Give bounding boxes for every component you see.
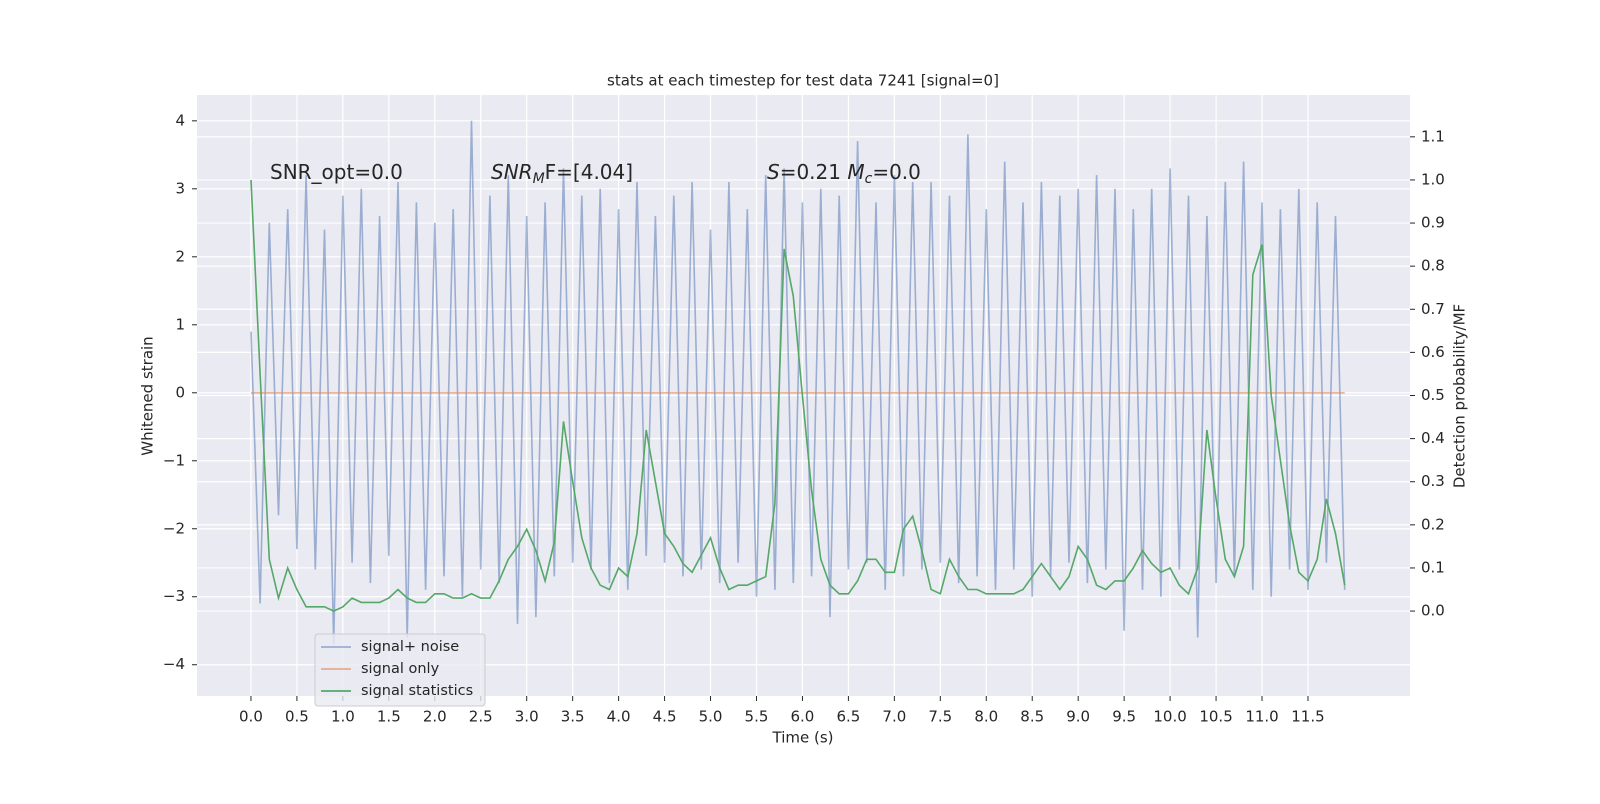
annotation-part: M <box>533 171 545 187</box>
x-tick-label: 9.0 <box>1066 708 1090 726</box>
axes: 0.0 0.5 1.0 1.5 2.0 2.5 3.0 3.5 4.0 4.5 5.0 5.5 6.0 6… <box>163 111 1445 725</box>
annotation-part: =0.0 <box>872 160 921 184</box>
x-tick-label: 3.0 <box>515 708 539 726</box>
x-tick-label: 1.0 <box>331 708 355 726</box>
legend-label: signal+ noise <box>361 639 459 655</box>
y-tick-label: 2 <box>175 247 185 265</box>
y-tick-label: −1 <box>163 451 185 469</box>
y2-tick-label: 0.9 <box>1421 214 1445 232</box>
x-tick-label: 11.0 <box>1245 708 1278 726</box>
y-tick-label: 0 <box>175 383 185 401</box>
annotation-part: M <box>847 160 864 184</box>
legend: signal+ noise signal only signal statistic… <box>314 633 486 707</box>
x-tick-label: 2.0 <box>423 708 447 726</box>
annotation: S=0.21 Mc=0.0 <box>767 160 921 188</box>
y2-tick-label: 0.6 <box>1421 343 1445 361</box>
y2-tick-label: 0.5 <box>1421 386 1445 404</box>
annotation-part: =0.21 <box>780 160 848 184</box>
x-tick-label: 10.0 <box>1153 708 1186 726</box>
x-tick-label: 6.0 <box>791 708 815 726</box>
y2-axis-label: Detection probability/MF <box>1451 304 1469 488</box>
x-tick-label: 10.5 <box>1199 708 1232 726</box>
legend-label: signal only <box>361 661 440 677</box>
y2-tick-label: 0.4 <box>1421 429 1445 447</box>
chart-title: stats at each timestep for test data 724… <box>607 72 999 90</box>
x-tick-label: 0.5 <box>285 708 309 726</box>
x-tick-label: 11.5 <box>1291 708 1324 726</box>
annotation: SNR_opt=0.0 <box>270 160 403 184</box>
legend-label: signal statistics <box>361 683 473 699</box>
y2-tick-label: 0.8 <box>1421 257 1445 275</box>
y2-tick-label: 1.0 <box>1421 170 1445 188</box>
y2-tick-label: 0.7 <box>1421 300 1445 318</box>
y2-tick-label: 0.2 <box>1421 515 1445 533</box>
x-tick-label: 7.0 <box>882 708 906 726</box>
annotation-part: SNR_opt=0.0 <box>270 160 403 184</box>
y-axis-label: Whitened strain <box>139 336 157 455</box>
x-tick-label: 5.5 <box>745 708 769 726</box>
annotation-part: SNR <box>491 160 533 184</box>
x-tick-label: 0.0 <box>239 708 263 726</box>
x-tick-label: 7.5 <box>928 708 952 726</box>
x-tick-label: 6.5 <box>836 708 860 726</box>
y-tick-label: −3 <box>163 587 185 605</box>
x-tick-label: 4.0 <box>607 708 631 726</box>
annotation-part: F=[4.04] <box>545 160 633 184</box>
x-tick-label: 1.5 <box>377 708 401 726</box>
y2-tick-label: 0.0 <box>1421 602 1445 620</box>
x-axis-label: Time (s) <box>772 729 834 747</box>
series-line <box>250 179 1346 612</box>
x-tick-label: 8.0 <box>974 708 998 726</box>
y-tick-label: 1 <box>175 315 185 333</box>
x-tick-label: 8.5 <box>1020 708 1044 726</box>
y-tick-label: 4 <box>175 111 185 129</box>
y2-tick-label: 0.3 <box>1421 472 1445 490</box>
annotation: SNRMF=[4.04] <box>491 160 633 188</box>
y-tick-label: 3 <box>175 179 185 197</box>
x-tick-label: 9.5 <box>1112 708 1136 726</box>
annotation-part: S <box>767 160 780 184</box>
legend-box <box>314 633 486 707</box>
annotation-part: c <box>865 171 873 187</box>
y-tick-label: −2 <box>163 519 185 537</box>
x-tick-label: 3.5 <box>561 708 585 726</box>
x-tick-label: 2.5 <box>469 708 493 726</box>
marks <box>250 120 1346 645</box>
y2-tick-label: 1.1 <box>1421 127 1445 145</box>
x-tick-label: 5.0 <box>699 708 723 726</box>
x-tick-label: 4.5 <box>653 708 677 726</box>
y-tick-label: −4 <box>163 655 185 673</box>
y2-tick-label: 0.1 <box>1421 558 1445 576</box>
